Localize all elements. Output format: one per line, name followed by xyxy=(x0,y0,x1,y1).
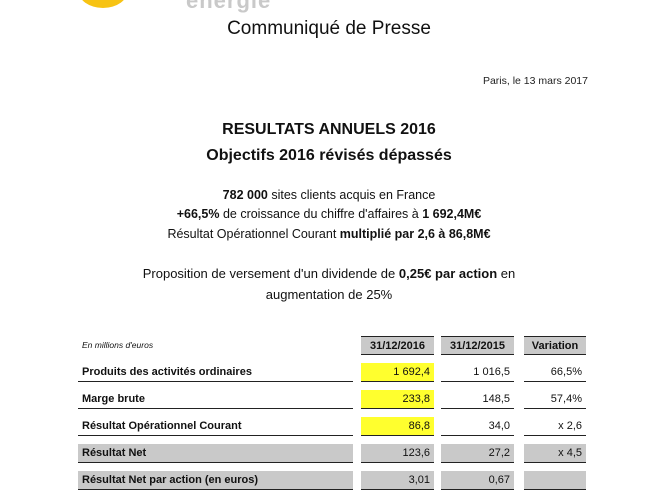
dividend-proposal: Proposition de versement d'un dividende … xyxy=(0,266,658,281)
table-row: Résultat Opérationnel Courant 86,8 34,0 … xyxy=(78,417,613,436)
row-label: Produits des activités ordinaires xyxy=(78,363,353,382)
value-variation: 57,4% xyxy=(524,390,586,409)
value-2016: 86,8 xyxy=(361,417,434,436)
table-row: Résultat Net 123,6 27,2 x 4,5 xyxy=(78,444,613,463)
logo-text: energie xyxy=(186,0,272,13)
dividend-text-2: en xyxy=(497,266,516,281)
key-point-customers-value: 782 000 xyxy=(222,188,268,202)
col-header-2015: 31/12/2015 xyxy=(441,336,514,355)
key-point-revenue-growth: +66,5% xyxy=(176,207,220,221)
logo-sun-icon xyxy=(78,0,128,8)
key-point-operating-text: Résultat Opérationnel Courant xyxy=(167,227,340,241)
value-variation: 66,5% xyxy=(524,363,586,382)
value-variation: x 4,5 xyxy=(524,444,586,463)
value-2015: 1 016,5 xyxy=(441,363,514,382)
row-label: Marge brute xyxy=(78,390,353,409)
table-header-row: En millions d'euros 31/12/2016 31/12/201… xyxy=(78,336,613,355)
press-release-date: Paris, le 13 mars 2017 xyxy=(482,75,588,87)
headline-title: RESULTATS ANNUELS 2016 xyxy=(222,121,436,138)
key-point-revenue-value: 1 692,4M€ xyxy=(422,207,482,221)
col-header-2016: 31/12/2016 xyxy=(361,336,434,355)
value-2016: 1 692,4 xyxy=(361,363,434,382)
key-point-customers-text: sites clients acquis en France xyxy=(267,188,436,202)
value-2016: 3,01 xyxy=(361,471,434,490)
value-2016: 123,6 xyxy=(361,444,434,463)
row-label: Résultat Net par action (en euros) xyxy=(78,471,353,490)
company-logo: energie xyxy=(60,0,270,12)
dividend-amount: 0,25€ par action xyxy=(398,266,498,281)
dividend-text-1: Proposition de versement d'un dividende … xyxy=(142,266,399,281)
key-point-revenue-text: de croissance du chiffre d'affaires à xyxy=(219,207,423,221)
table-row: Produits des activités ordinaires 1 692,… xyxy=(78,363,613,382)
value-2016: 233,8 xyxy=(361,390,434,409)
key-point-operating-value: multiplié par 2,6 à 86,8M€ xyxy=(339,227,491,241)
table-row: Marge brute 233,8 148,5 57,4% xyxy=(78,390,613,409)
row-label: Résultat Net xyxy=(78,444,353,463)
col-header-variation: Variation xyxy=(524,336,586,355)
document-type-title: Communiqué de Presse xyxy=(227,18,431,39)
key-point-revenue: +66,5% de croissance du chiffre d'affair… xyxy=(0,207,658,221)
row-label: Résultat Opérationnel Courant xyxy=(78,417,353,436)
value-2015: 148,5 xyxy=(441,390,514,409)
key-point-customers: 782 000 sites clients acquis en France xyxy=(0,188,658,202)
table-row: Résultat Net par action (en euros) 3,01 … xyxy=(78,471,613,490)
value-2015: 34,0 xyxy=(441,417,514,436)
value-variation: x 2,6 xyxy=(524,417,586,436)
value-2015: 27,2 xyxy=(441,444,514,463)
table-unit-label: En millions d'euros xyxy=(82,340,154,350)
headline-subtitle: Objectifs 2016 révisés dépassés xyxy=(206,147,452,164)
value-2015: 0,67 xyxy=(441,471,514,490)
key-point-operating-result: Résultat Opérationnel Courant multiplié … xyxy=(0,227,658,241)
value-variation xyxy=(524,471,586,490)
dividend-increase: augmentation de 25% xyxy=(265,287,393,302)
